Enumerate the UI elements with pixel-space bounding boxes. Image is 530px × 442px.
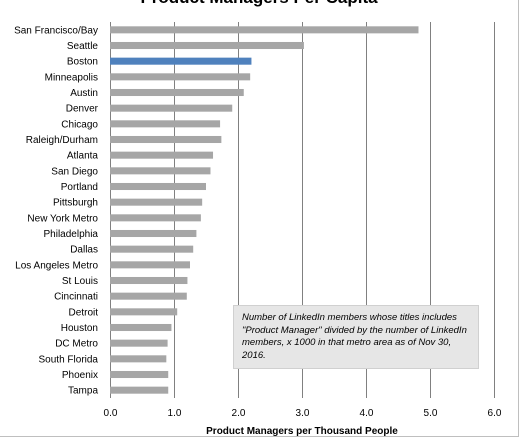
category-label: Phoenix <box>62 370 98 381</box>
bar <box>110 151 214 159</box>
x-tick-label: 4.0 <box>360 408 374 419</box>
category-labels: San Francisco/Bay Seattle Boston Minneapoli… <box>14 25 99 396</box>
bar <box>110 245 194 253</box>
x-tick-labels: 0.0 1.0 2.0 3.0 4.0 5.0 6.0 <box>104 408 502 419</box>
category-label: Minneapolis <box>45 72 98 83</box>
category-label: Atlanta <box>67 151 99 162</box>
category-label: Houston <box>61 323 98 334</box>
category-label: Denver <box>66 104 99 115</box>
bar <box>110 276 188 285</box>
x-tick-label: 3.0 <box>296 408 310 419</box>
bar <box>110 214 201 222</box>
x-tick-label: 0.0 <box>104 408 118 419</box>
bar <box>110 135 222 144</box>
bar <box>110 339 168 347</box>
bar <box>110 57 252 65</box>
bar <box>110 73 251 81</box>
category-label: Tampa <box>68 386 98 397</box>
bar <box>110 370 169 379</box>
bars <box>110 26 419 394</box>
category-label: Pittsburgh <box>53 198 98 209</box>
category-label: Seattle <box>67 41 99 52</box>
chart-title: Product Managers Per Capita <box>0 0 518 8</box>
x-tick-label: 2.0 <box>232 408 246 419</box>
category-label: San Diego <box>51 166 98 177</box>
category-label: Detroit <box>69 307 99 318</box>
category-label: Chicago <box>61 119 98 130</box>
category-label: San Francisco/Bay <box>14 25 98 36</box>
x-tick-label: 1.0 <box>168 408 182 419</box>
bar <box>110 88 244 97</box>
bar <box>110 261 190 269</box>
bar <box>110 182 206 191</box>
bar-chart: San Francisco/Bay Seattle Boston Minneapoli… <box>14 22 502 419</box>
category-label: Los Angeles Metro <box>15 260 98 271</box>
bar <box>110 323 172 332</box>
category-label: Portland <box>61 182 98 193</box>
category-label: St Louis <box>62 276 98 287</box>
category-label: Austin <box>70 88 98 99</box>
bar <box>110 198 203 206</box>
chart-frame: Product Managers Per Capita San Francisc… <box>0 0 519 437</box>
bar <box>110 229 197 238</box>
category-label: Philadelphia <box>44 229 99 240</box>
bar <box>110 104 233 112</box>
annotation-note: Number of LinkedIn members whose titles … <box>233 305 479 369</box>
category-label: Boston <box>67 57 98 68</box>
bar <box>110 308 178 316</box>
category-label: DC Metro <box>55 339 98 350</box>
bar <box>110 26 419 34</box>
bar <box>110 120 221 128</box>
bar <box>110 386 169 394</box>
x-tick-label: 6.0 <box>488 408 502 419</box>
category-label: Dallas <box>70 245 98 256</box>
x-axis-label: Product Managers per Thousand People <box>206 426 398 437</box>
category-label: Raleigh/Durham <box>26 135 98 146</box>
category-label: Cincinnati <box>54 292 98 303</box>
bar <box>110 292 187 300</box>
category-label: South Florida <box>39 354 99 365</box>
bar <box>110 167 211 175</box>
x-tick-label: 5.0 <box>424 408 438 419</box>
category-label: New York Metro <box>27 213 98 224</box>
bar <box>110 355 167 363</box>
bar <box>110 41 304 50</box>
